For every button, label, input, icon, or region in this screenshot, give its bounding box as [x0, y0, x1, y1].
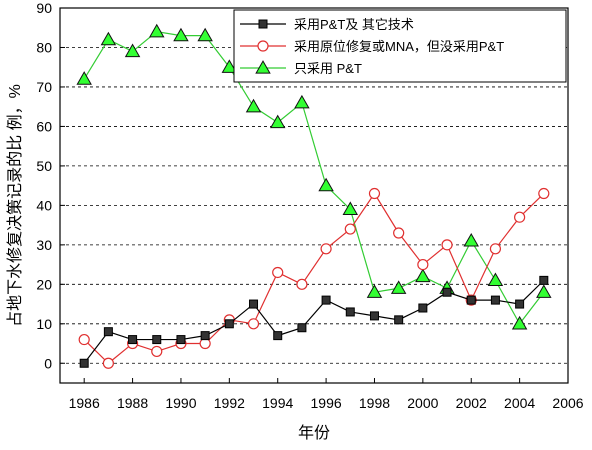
y-tick-label: 10 — [36, 316, 52, 332]
legend-label: 采用原位修复或MNA，但没采用P&T — [294, 39, 504, 54]
legend-item: 采用原位修复或MNA，但没采用P&T — [240, 39, 504, 54]
legend-marker-circle — [257, 40, 269, 52]
x-tick-label: 1992 — [214, 395, 245, 411]
data-point-square — [273, 331, 283, 341]
data-point-square — [103, 327, 113, 337]
y-tick-label: 70 — [36, 79, 52, 95]
data-point-circle — [538, 187, 550, 200]
legend-label: 只采用 P&T — [294, 61, 362, 76]
x-axis-title: 年份 — [298, 424, 330, 442]
legend-marker-triangle — [255, 60, 271, 74]
x-tick-label: 1986 — [69, 395, 100, 411]
data-point-triangle — [124, 43, 141, 58]
data-point-square — [515, 299, 525, 309]
data-point-circle — [393, 227, 405, 239]
axes: 0 10 20 30 40 50 60 70 80 90 1986 1988 1990 1992 1994 1… — [36, 0, 583, 411]
data-point-square — [200, 331, 210, 341]
y-axis-title: 占地下水修复决策记录的比 例，% — [6, 84, 24, 327]
series-triangle — [76, 23, 552, 330]
data-point-circle — [272, 266, 284, 279]
series-circle — [78, 187, 550, 369]
series-square — [79, 275, 549, 368]
series-layer — [76, 23, 552, 369]
data-point-square — [466, 295, 476, 305]
data-point-square — [442, 287, 452, 297]
data-point-circle — [296, 278, 308, 290]
data-point-circle — [344, 223, 356, 235]
data-point-circle — [514, 211, 526, 223]
data-point-circle — [78, 333, 90, 346]
data-point-triangle — [100, 31, 117, 46]
legend-item: 只采用 P&T — [240, 60, 362, 76]
data-point-square — [152, 335, 162, 345]
legend-box — [233, 9, 567, 83]
data-point-triangle — [245, 98, 262, 113]
legend-label: 采用P&T及 其它技术 — [294, 17, 414, 32]
data-point-triangle — [76, 71, 92, 85]
data-point-triangle — [173, 27, 189, 42]
data-point-square — [249, 299, 259, 309]
plot-frame — [59, 7, 569, 384]
data-point-square — [490, 295, 500, 305]
data-point-circle — [417, 258, 429, 271]
data-point-square — [321, 295, 331, 305]
data-point-square — [297, 323, 307, 333]
data-point-triangle — [294, 94, 310, 109]
data-point-triangle — [463, 233, 479, 247]
data-point-square — [369, 311, 379, 321]
legend-item: 采用P&T及 其它技术 — [240, 17, 414, 32]
x-tick-label: 2006 — [552, 395, 583, 411]
data-point-square — [79, 358, 89, 368]
data-point-square — [224, 319, 234, 329]
x-tick-label: 2000 — [407, 395, 438, 411]
y-tick-label: 0 — [44, 355, 52, 371]
data-point-circle — [489, 243, 502, 255]
data-point-triangle — [269, 114, 286, 129]
data-point-circle — [320, 243, 332, 255]
data-point-circle — [368, 187, 381, 200]
y-tick-label: 20 — [36, 276, 52, 292]
data-point-triangle — [318, 177, 334, 192]
x-tick-label: 2004 — [504, 395, 535, 411]
y-tick-label: 60 — [36, 118, 52, 134]
y-tick-label: 90 — [36, 0, 52, 16]
data-point-circle — [441, 239, 453, 251]
x-tick-label: 1998 — [359, 395, 390, 411]
x-tick-label: 1994 — [262, 395, 293, 411]
data-point-triangle — [390, 280, 407, 294]
data-point-square — [128, 335, 138, 345]
data-point-triangle — [149, 23, 165, 38]
data-point-square — [345, 307, 355, 317]
data-point-circle — [247, 318, 260, 330]
x-tick-label: 1996 — [311, 395, 342, 411]
data-point-triangle — [221, 59, 238, 73]
y-tick-label: 30 — [36, 237, 52, 253]
data-point-triangle — [197, 27, 213, 42]
data-point-triangle — [536, 284, 552, 298]
legend-marker-square — [258, 19, 268, 29]
x-tick-label: 1988 — [117, 395, 148, 411]
data-point-triangle — [366, 284, 383, 298]
data-point-triangle — [511, 315, 528, 330]
data-point-square — [176, 335, 186, 345]
data-point-square — [394, 315, 404, 325]
data-point-triangle — [342, 201, 359, 215]
data-point-triangle — [415, 268, 431, 283]
x-tick-label: 1990 — [165, 395, 196, 411]
data-point-square — [539, 275, 549, 285]
data-point-circle — [102, 357, 114, 369]
data-point-triangle — [487, 272, 504, 287]
y-tick-label: 40 — [36, 197, 52, 213]
y-tick-label: 50 — [36, 158, 52, 174]
x-tick-label: 2002 — [456, 395, 487, 411]
data-point-circle — [151, 345, 163, 358]
y-tick-label: 80 — [36, 39, 52, 55]
data-point-square — [418, 303, 428, 313]
